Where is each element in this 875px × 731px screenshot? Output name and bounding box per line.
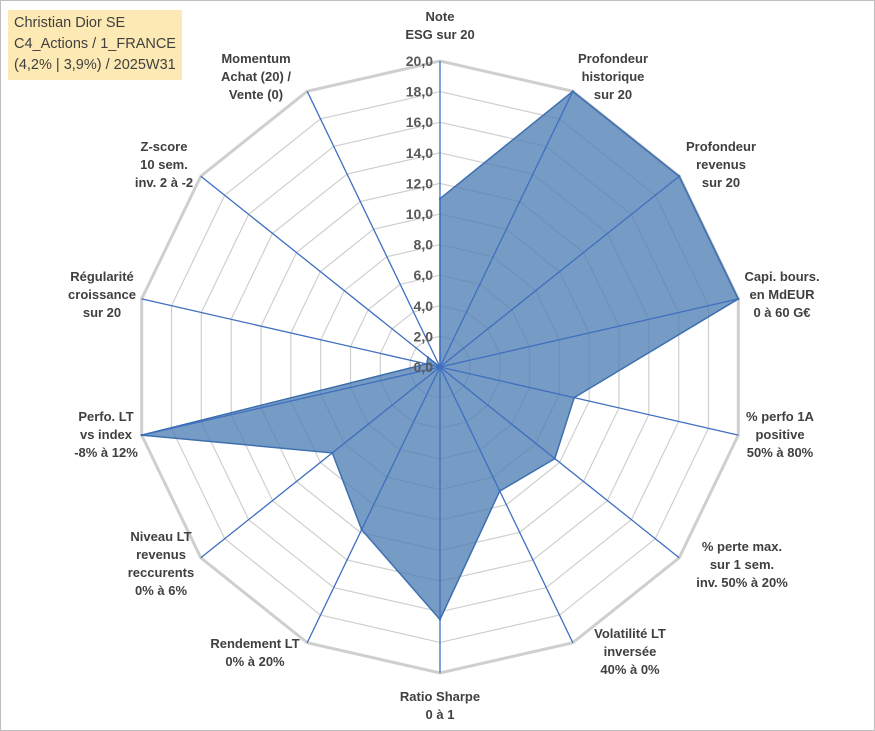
axis-label: Momentum Achat (20) / Vente (0) xyxy=(221,51,291,102)
axis-spoke xyxy=(439,91,574,368)
axis-label: Profondeur revenus sur 20 xyxy=(686,139,756,190)
axis-spoke xyxy=(200,366,441,559)
axis-spoke xyxy=(439,175,680,368)
tick-label: 8,0 xyxy=(414,237,434,253)
tick-label: 18,0 xyxy=(406,84,433,100)
chart-title-box: Christian Dior SE C4_Actions / 1_FRANCE … xyxy=(8,10,182,80)
axis-spoke xyxy=(439,366,574,643)
axis-label: % perte max. sur 1 sem. inv. 50% à 20% xyxy=(696,539,788,590)
axis-spoke xyxy=(439,366,680,559)
axis-spoke xyxy=(306,91,441,368)
tick-label: 2,0 xyxy=(414,328,434,344)
axis-spoke xyxy=(200,175,441,368)
axis-label: Perfo. LT vs index -8% à 12% xyxy=(74,409,138,460)
tick-label: 10,0 xyxy=(406,206,433,222)
axis-spoke xyxy=(439,366,739,436)
axis-label: Ratio Sharpe 0 à 1 xyxy=(400,689,480,722)
tick-label: 14,0 xyxy=(406,145,433,161)
axis-label: Rendement LT 0% à 20% xyxy=(210,636,299,669)
axis-label: Z-score 10 sem. inv. 2 à -2 xyxy=(135,139,193,190)
tick-label: 20,0 xyxy=(406,53,433,69)
axis-spoke xyxy=(306,366,441,643)
axis-spoke xyxy=(141,298,441,368)
axis-label: % perfo 1A positive 50% à 80% xyxy=(746,409,815,460)
axis-spoke xyxy=(439,298,739,368)
title-line-period: (4,2% | 3,9%) / 2025W31 xyxy=(14,57,176,73)
tick-label: 16,0 xyxy=(406,114,433,130)
axis-label: Profondeur historique sur 20 xyxy=(578,51,648,102)
title-line-category: C4_Actions / 1_FRANCE xyxy=(14,36,176,52)
axis-label: Régularité croissance sur 20 xyxy=(68,269,136,320)
tick-label: 12,0 xyxy=(406,175,433,191)
axis-label: Volatilité LT inversée 40% à 0% xyxy=(594,626,666,677)
axis-label: Niveau LT revenus reccurents 0% à 6% xyxy=(128,529,194,598)
axis-spoke xyxy=(141,366,441,436)
axis-label: Capi. bours. en MdEUR 0 à 60 G€ xyxy=(744,269,819,320)
title-line-company: Christian Dior SE xyxy=(14,15,126,31)
tick-label: 6,0 xyxy=(414,267,434,283)
tick-label: 0,0 xyxy=(414,359,434,375)
tick-label: 4,0 xyxy=(414,298,434,314)
axis-label: Note ESG sur 20 xyxy=(405,9,474,42)
